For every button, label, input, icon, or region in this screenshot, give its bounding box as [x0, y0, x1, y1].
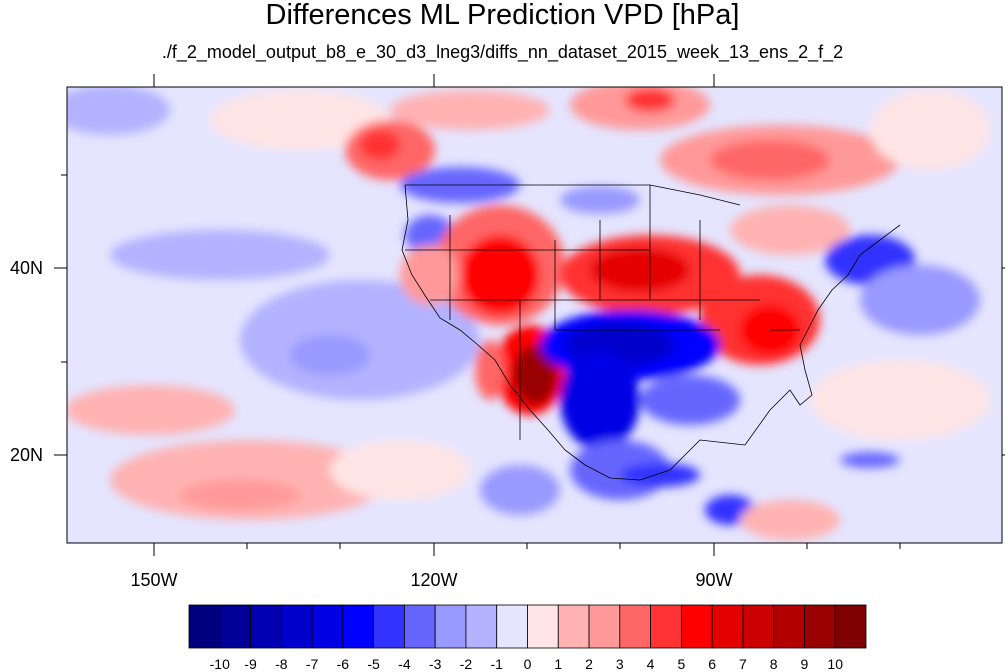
map-subtitle: ./f_2_model_output_b8_e_30_d3_lneg3/diff…	[161, 42, 844, 62]
colorbar-tick-label: 4	[646, 656, 655, 672]
lon-label-120w: 120W	[410, 570, 458, 590]
colorbar-tick-label: -9	[244, 656, 257, 672]
lon-label-90w: 90W	[695, 570, 733, 590]
colorbar-tick-label: -6	[336, 656, 350, 672]
colorbar-swatch	[342, 604, 375, 649]
colorbar-swatch	[711, 604, 744, 649]
lat-label-40n: 40N	[10, 258, 44, 278]
colorbar-tick-label: -8	[275, 656, 288, 672]
colorbar-tick-label: -4	[398, 656, 411, 672]
colorbar-swatch	[496, 604, 528, 649]
colorbar-swatch	[773, 604, 805, 649]
colorbar-tick-label: 5	[677, 656, 686, 672]
colorbar-swatch	[404, 604, 436, 649]
colorbar-swatch	[280, 604, 313, 649]
colorbar-swatch	[434, 604, 467, 649]
colorbar-tick-label: -5	[367, 656, 380, 672]
colorbar-tick-label: 10	[827, 656, 843, 672]
colorbar-swatch	[742, 604, 775, 649]
colorbar-swatch	[834, 604, 867, 649]
colorbar-tick-label: 7	[739, 656, 747, 672]
colorbar	[188, 604, 867, 649]
colorbar-swatch	[680, 604, 713, 649]
colorbar-swatch	[650, 604, 682, 649]
coastlines	[401, 184, 901, 481]
colorbar-tick-label: -1	[490, 656, 503, 672]
colorbar-swatch	[465, 604, 498, 649]
colorbar-swatch	[619, 604, 651, 649]
colorbar-swatch	[188, 604, 221, 649]
colorbar-swatch	[804, 604, 836, 649]
difference-field	[67, 87, 990, 540]
colorbar-tick-label: 9	[800, 656, 809, 672]
lat-label-20n: 20N	[10, 445, 44, 465]
colorbar-tick-label: 6	[708, 656, 717, 672]
colorbar-swatch	[527, 604, 559, 649]
colorbar-swatch	[557, 604, 590, 649]
colorbar-tick-label: 8	[769, 656, 778, 672]
lon-label-150w: 150W	[130, 570, 178, 590]
colorbar-swatch	[373, 604, 405, 649]
map-plot-area	[67, 87, 1002, 543]
map-title: Differences ML Prediction VPD [hPa]	[265, 0, 740, 31]
map-frame	[66, 86, 1003, 544]
colorbar-tick-label: -7	[305, 656, 319, 672]
colorbar-tick-label: 2	[585, 656, 593, 672]
colorbar-tick-label: 3	[615, 656, 624, 672]
colorbar-tick-label: 0	[523, 656, 532, 672]
colorbar-swatch	[219, 604, 251, 649]
colorbar-tick-label: -3	[428, 656, 442, 672]
colorbar-swatch	[588, 604, 621, 649]
colorbar-swatch	[311, 604, 344, 649]
colorbar-tick-label: 1	[554, 656, 563, 672]
colorbar-tick-label: -10	[209, 656, 230, 672]
colorbar-swatch	[250, 604, 282, 649]
colorbar-tick-label: -2	[459, 656, 473, 672]
